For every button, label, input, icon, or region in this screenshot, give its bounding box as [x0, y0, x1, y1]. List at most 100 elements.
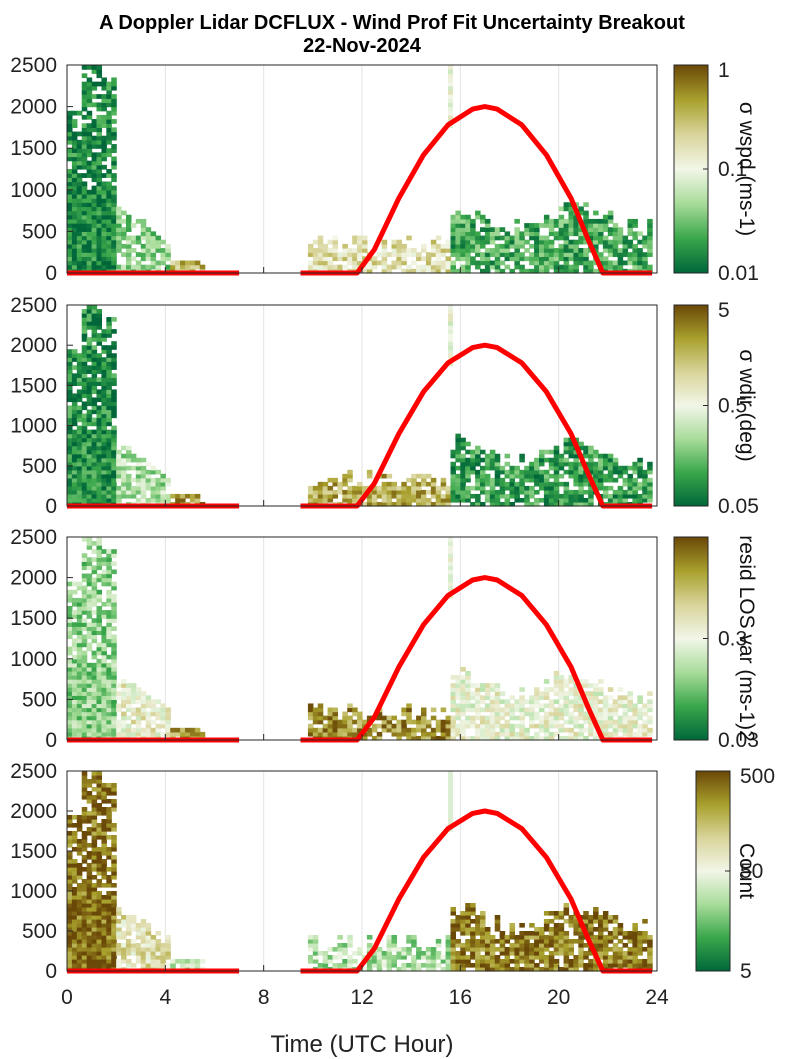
heatmap-cell [71, 695, 78, 700]
heatmap-cell [317, 252, 324, 257]
heatmap-cell [86, 687, 93, 692]
heatmap-cell [81, 413, 88, 419]
heatmap-cell [126, 493, 132, 499]
heatmap-cell [307, 703, 314, 709]
heatmap-cell [126, 264, 132, 270]
heatmap-cell [101, 871, 107, 876]
heatmap-cell [558, 481, 565, 487]
heatmap-cell [588, 449, 594, 455]
heatmap-cell [322, 497, 329, 503]
heatmap-cell [81, 381, 88, 386]
heatmap-cell [543, 939, 550, 944]
heatmap-cell [76, 425, 83, 431]
heatmap-cell [573, 268, 579, 274]
heatmap-cell [91, 325, 98, 330]
heatmap-cell [519, 959, 525, 964]
y-tick-label: 0 [45, 262, 57, 285]
heatmap-cell [568, 715, 575, 721]
heatmap-cell [86, 77, 93, 83]
heatmap-cell [519, 923, 525, 928]
heatmap-cell [155, 248, 162, 253]
heatmap-cell [504, 707, 511, 713]
heatmap-cell [539, 268, 545, 274]
heatmap-cell [632, 231, 638, 237]
heatmap-cell [81, 683, 88, 688]
heatmap-cell [529, 699, 535, 705]
heatmap-cell [81, 679, 88, 684]
heatmap-cell [489, 723, 496, 729]
heatmap-cell [101, 927, 107, 932]
heatmap-cell [76, 189, 83, 195]
heatmap-cell [514, 473, 520, 479]
heatmap-cell [135, 947, 142, 952]
heatmap-cell [71, 622, 78, 627]
heatmap-cell [67, 397, 73, 403]
heatmap-cell [71, 589, 78, 595]
heatmap-cell [548, 719, 555, 725]
heatmap-cell [165, 719, 171, 725]
heatmap-cell [460, 951, 466, 956]
heatmap-cell [539, 461, 545, 467]
heatmap-cell [514, 963, 520, 968]
heatmap-cell [106, 333, 112, 338]
heatmap-cell [130, 711, 137, 717]
heatmap-cell [76, 210, 83, 216]
heatmap-cell [130, 731, 137, 737]
heatmap-cell [81, 727, 88, 733]
heatmap-cell [71, 164, 78, 170]
heatmap-cell [602, 915, 609, 920]
heatmap-cell [563, 489, 570, 495]
heatmap-cell [416, 252, 422, 257]
heatmap-cell [583, 735, 589, 741]
heatmap-cell [111, 683, 117, 688]
heatmap-cell [106, 622, 112, 627]
heatmap-cell [627, 223, 634, 228]
heatmap-cell [401, 719, 407, 725]
heatmap-cell [71, 421, 78, 427]
heatmap-cell [111, 703, 117, 709]
heatmap-cell [421, 243, 427, 249]
heatmap-cell [509, 707, 516, 713]
heatmap-cell [150, 955, 157, 960]
heatmap-cell [448, 541, 453, 546]
heatmap-cell [91, 859, 98, 864]
heatmap-cell [445, 715, 452, 721]
heatmap-cell [539, 947, 545, 952]
heatmap-cell [317, 951, 324, 956]
heatmap-cell [460, 235, 466, 241]
heatmap-cell [647, 943, 653, 948]
heatmap-cell [484, 268, 491, 274]
heatmap-cell [71, 473, 78, 479]
heatmap-cell [593, 243, 599, 249]
heatmap-cell [101, 465, 107, 471]
heatmap-cell [135, 252, 142, 257]
heatmap-cell [140, 715, 147, 721]
heatmap-cell [573, 927, 579, 932]
heatmap-cell [322, 256, 329, 262]
heatmap-cell [558, 715, 565, 721]
heatmap-cell [489, 239, 496, 245]
heatmap-cell [91, 361, 98, 366]
heatmap-cell [347, 252, 353, 257]
heatmap-cell [116, 727, 122, 733]
heatmap-cell [71, 417, 78, 423]
heatmap-cell [76, 581, 83, 587]
heatmap-cell [548, 461, 555, 467]
heatmap-cell [480, 489, 486, 495]
heatmap-cell [160, 489, 166, 495]
heatmap-cell [180, 959, 186, 964]
heatmap-cell [450, 907, 457, 912]
heatmap-cell [489, 260, 496, 266]
heatmap-cell [106, 675, 112, 680]
heatmap-cell [593, 707, 599, 713]
heatmap-cell [588, 699, 594, 705]
heatmap-cell [465, 691, 471, 696]
heatmap-cell [194, 731, 201, 737]
heatmap-cell [647, 481, 653, 487]
heatmap-cell [135, 723, 142, 729]
heatmap-cell [470, 707, 476, 713]
heatmap-cell [519, 231, 525, 237]
heatmap-cell [67, 425, 73, 431]
heatmap-cell [150, 963, 157, 968]
